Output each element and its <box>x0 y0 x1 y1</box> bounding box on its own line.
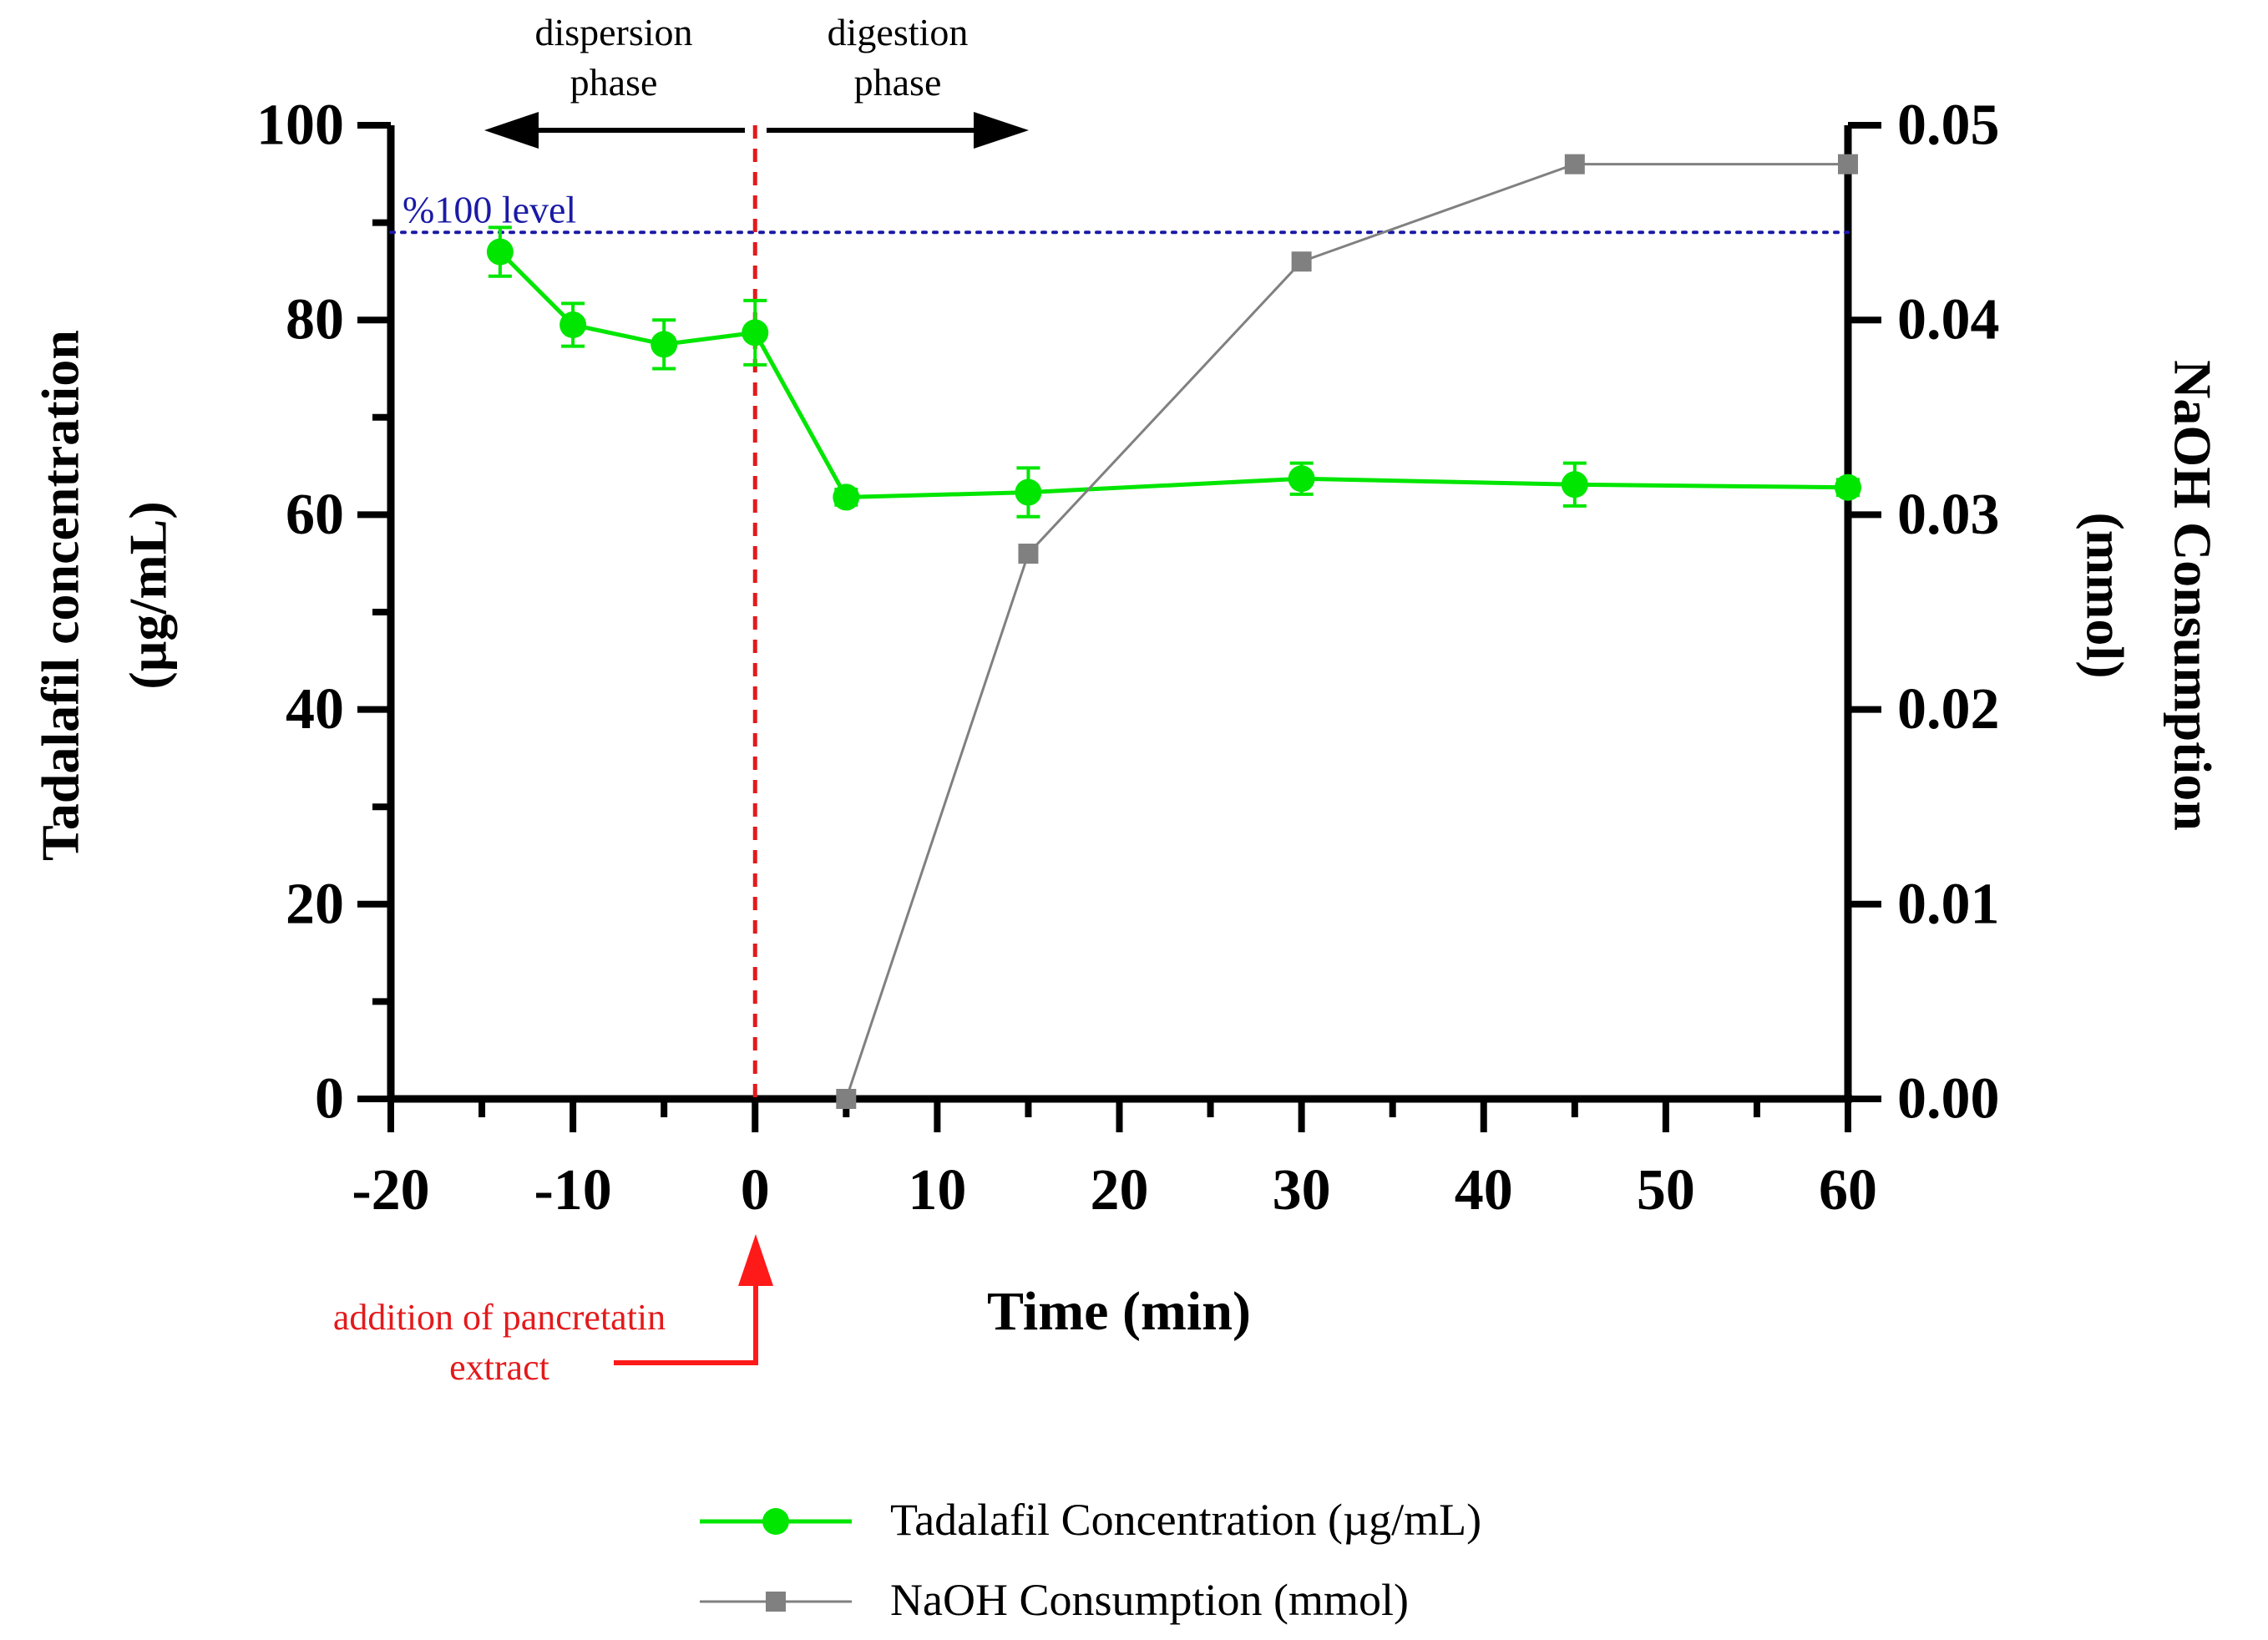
left-y-axis-title: Tadalafil concentration (µg/mL) <box>31 330 178 861</box>
digestion-label-line2: phase <box>854 61 942 104</box>
addition-arrow-head <box>738 1234 773 1286</box>
data-point-0-1 <box>559 311 587 339</box>
x-axis-title: Time (min) <box>987 1281 1251 1342</box>
right-y-tick-label-4: 0.04 <box>1897 288 2000 352</box>
reference-line-label: %100 level <box>402 188 576 230</box>
dispersion-arrow-head <box>484 112 539 149</box>
x-tick-label-6: 40 <box>1455 1158 1513 1222</box>
right-y-tick-label-3: 0.03 <box>1897 483 2000 547</box>
left-y-tick-label-1: 20 <box>286 872 344 936</box>
right-y-axis-title-line1: NaOH Consumption <box>2164 360 2223 831</box>
addition-annotation: addition of pancretatin extract <box>333 1234 773 1388</box>
series-line-1 <box>844 163 1848 1100</box>
data-point-1-4 <box>1838 154 1858 175</box>
series-line-0 <box>499 250 1849 499</box>
reference-layer: %100 level <box>389 125 1850 1099</box>
left-y-tick-label-4: 80 <box>286 288 344 352</box>
right-y-tick-label-0: 0.00 <box>1897 1067 2000 1131</box>
dispersion-label-line1: dispersion <box>534 11 692 53</box>
right-y-axis-title-line2: (mmol) <box>2076 512 2135 678</box>
digestion-arrow-head <box>974 112 1029 149</box>
legend-marker-tadalafil <box>762 1508 789 1535</box>
data-point-1-0 <box>836 1089 857 1109</box>
right-y-tick-label-1: 0.01 <box>1897 872 2000 936</box>
left-y-tick-label-2: 40 <box>286 677 344 742</box>
right-y-axis-title: NaOH Consumption (mmol) <box>2076 360 2223 831</box>
left-y-axis-title-line2: (µg/mL) <box>119 501 178 689</box>
data-point-1-2 <box>1291 251 1312 272</box>
legend: Tadalafil Concentration (µg/mL) NaOH Con… <box>700 1495 1481 1625</box>
addition-arrow-shaft <box>614 1284 758 1365</box>
data-point-0-3 <box>742 319 769 347</box>
dispersion-label-line2: phase <box>570 61 658 104</box>
digestion-label-line1: digestion <box>828 11 969 53</box>
x-tick-label-7: 50 <box>1637 1158 1695 1222</box>
left-y-tick-label-3: 60 <box>286 483 344 547</box>
left-y-tick-label-5: 100 <box>256 94 344 158</box>
left-y-tick-label-0: 0 <box>315 1067 344 1131</box>
x-tick-label-1: -10 <box>534 1158 611 1222</box>
right-y-tick-label-5: 0.05 <box>1897 94 2000 158</box>
data-point-0-6 <box>1288 465 1315 493</box>
ticks-layer: -20 -10 0 10 20 30 40 50 60 0 20 40 60 80 100 0.00 0.01 0… <box>256 94 2000 1223</box>
data-point-0-7 <box>1561 471 1588 499</box>
right-y-tick-label-2: 0.02 <box>1897 677 2000 742</box>
data-point-0-8 <box>1835 473 1861 501</box>
x-tick-label-3: 10 <box>908 1158 966 1222</box>
x-tick-label-8: 60 <box>1819 1158 1877 1222</box>
x-tick-label-4: 20 <box>1091 1158 1149 1222</box>
data-point-0-5 <box>1015 478 1042 506</box>
x-tick-label-2: 0 <box>741 1158 770 1222</box>
legend-label-naoh: NaOH Consumption (mmol) <box>890 1575 1409 1625</box>
data-point-0-0 <box>486 238 514 266</box>
data-point-0-4 <box>833 483 860 511</box>
data-point-0-2 <box>651 331 678 358</box>
phase-annotations: dispersion phase digestion phase <box>484 11 1029 149</box>
data-point-1-3 <box>1564 154 1585 175</box>
addition-label-line2: extract <box>449 1347 549 1388</box>
left-y-axis-title-line1: Tadalafil concentration <box>31 330 90 861</box>
x-tick-label-0: -20 <box>352 1158 429 1222</box>
series-layer <box>486 154 1861 1109</box>
legend-marker-naoh <box>766 1592 786 1612</box>
addition-label-line1: addition of pancretatin <box>333 1297 666 1338</box>
data-point-1-1 <box>1018 544 1039 564</box>
x-tick-label-5: 30 <box>1273 1158 1331 1222</box>
legend-label-tadalafil: Tadalafil Concentration (µg/mL) <box>890 1495 1481 1545</box>
